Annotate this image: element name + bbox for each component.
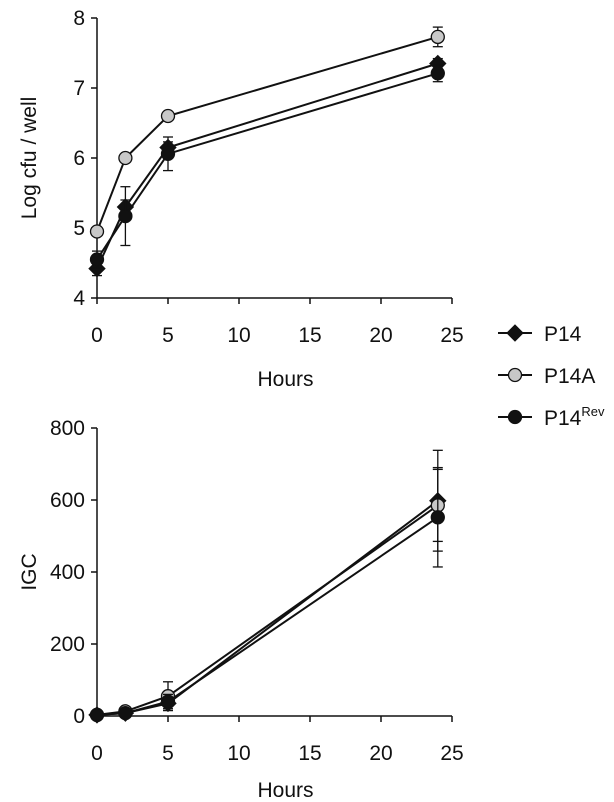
x-axis-title: Hours	[257, 779, 313, 802]
legend-label: P14Rev	[544, 404, 605, 430]
x-tick-label: 20	[369, 742, 392, 765]
x-axis-title: Hours	[257, 368, 313, 391]
legend-item-p14rev: P14Rev	[498, 404, 605, 430]
legend: P14 P14A P14Rev	[498, 323, 605, 430]
data-point-p14a	[160, 108, 176, 124]
x-tick-label: 25	[440, 324, 463, 347]
x-tick-label: 10	[227, 324, 250, 347]
x-tick-label: 15	[298, 324, 321, 347]
legend-label: P14A	[544, 365, 595, 388]
data-point-p14rev	[430, 66, 445, 81]
data-point-p14a	[430, 29, 445, 45]
y-tick-label: 8	[73, 7, 85, 30]
y-tick-label: 5	[73, 217, 85, 240]
series-p14a	[89, 26, 445, 239]
growth-chart-panel: 4 5 6 7 8 0 5 10 15 20 25 Hours Log cfu / well	[18, 7, 464, 391]
series-line-p14a	[96, 35, 439, 232]
y-axis-title: IGC	[18, 553, 41, 590]
series-line-p14rev	[96, 516, 439, 716]
data-point-p14rev	[118, 705, 133, 721]
series-line-p14rev	[96, 72, 439, 261]
y-tick-label: 7	[73, 77, 85, 100]
legend-item-p14: P14	[498, 323, 582, 346]
y-tick-label: 600	[50, 489, 85, 512]
y-tick-label: 400	[50, 561, 85, 584]
legend-label: P14	[544, 323, 582, 346]
data-point-p14rev	[118, 208, 133, 224]
y-tick-label: 800	[50, 417, 85, 440]
data-point-p14rev	[160, 146, 176, 161]
x-tick-label: 15	[298, 742, 321, 765]
igc-chart-panel: 0 200 400 600 800 0 5 10 15 20 25 Hours IGC	[18, 417, 464, 802]
legend-marker-p14	[506, 324, 524, 342]
data-point-p14rev	[430, 510, 445, 525]
y-tick-label: 6	[73, 147, 85, 170]
y-tick-label: 0	[73, 705, 85, 728]
x-tick-label: 5	[162, 742, 174, 765]
x-tick-label: 25	[440, 742, 463, 765]
y-axis-title: Log cfu / well	[18, 97, 41, 220]
series-p14rev	[89, 64, 445, 269]
data-point-p14a	[118, 150, 133, 166]
series-p14	[88, 449, 447, 724]
x-tick-label: 5	[162, 324, 174, 347]
legend-marker-p14a	[507, 367, 523, 383]
x-tick-label: 20	[369, 324, 392, 347]
series-p14rev	[89, 466, 445, 723]
data-point-p14rev	[89, 252, 105, 267]
y-tick-label: 4	[73, 287, 85, 310]
legend-marker-p14rev	[507, 409, 523, 425]
series-p14a	[89, 468, 445, 723]
series-line-p14a	[96, 504, 439, 716]
x-tick-label: 0	[91, 324, 103, 347]
x-tick-label: 0	[91, 742, 103, 765]
y-tick-label: 200	[50, 633, 85, 656]
series-line-p14	[96, 62, 439, 270]
legend-item-p14a: P14A	[498, 365, 595, 388]
series-p14	[88, 54, 447, 278]
data-point-p14rev	[160, 694, 176, 709]
data-point-p14rev	[89, 707, 105, 723]
data-point-p14a	[89, 224, 105, 239]
x-tick-label: 10	[227, 742, 250, 765]
series-line-p14	[96, 499, 439, 716]
